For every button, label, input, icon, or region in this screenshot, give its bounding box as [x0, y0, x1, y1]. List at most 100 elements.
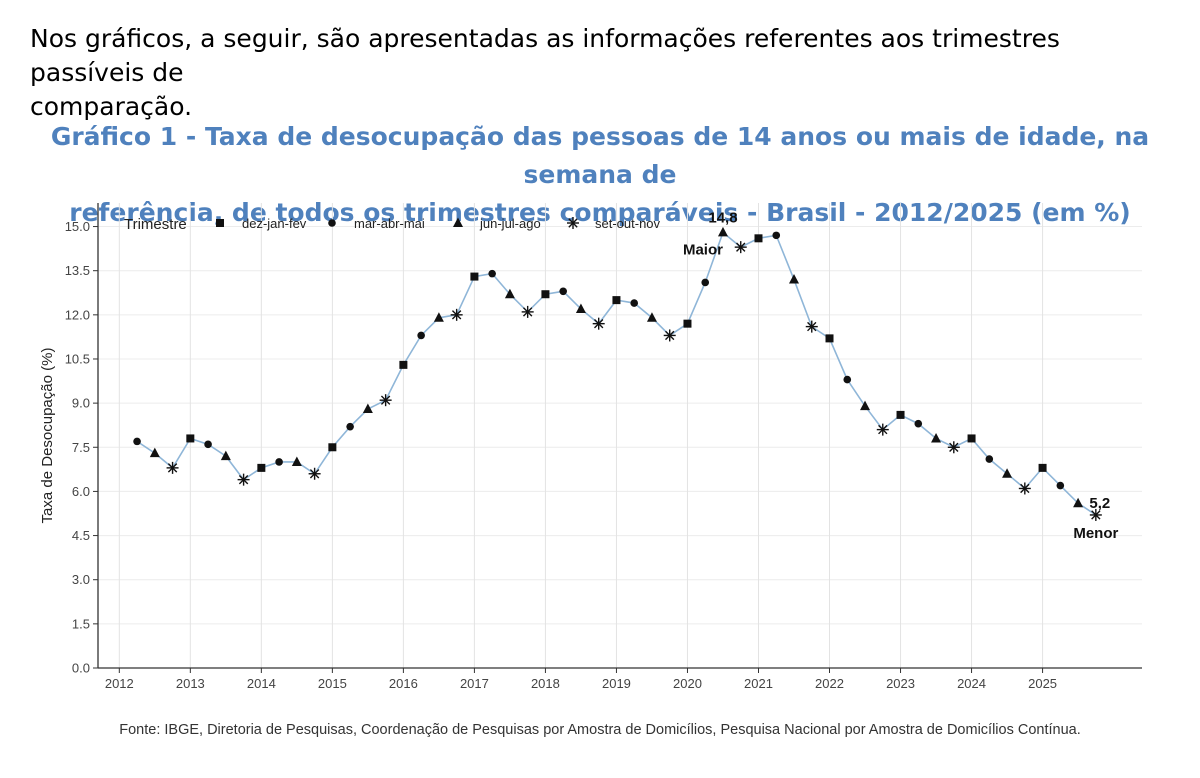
data-point	[1089, 508, 1102, 521]
data-point	[186, 434, 195, 443]
data-point	[521, 305, 534, 318]
data-point	[805, 320, 818, 333]
x-tick-label: 2019	[602, 676, 631, 690]
data-point	[504, 288, 515, 299]
x-tick-label: 2015	[318, 676, 347, 690]
data-point	[399, 360, 408, 369]
chart-title-line-2: referência, de todos os trimestres compa…	[69, 198, 1131, 227]
data-point	[346, 422, 354, 431]
legend-label: set-out-nov	[595, 216, 661, 231]
data-point	[559, 287, 567, 296]
y-tick-label: 4.5	[72, 528, 90, 543]
data-point	[914, 419, 923, 428]
y-axis-title: Taxa de Desocupação (%)	[39, 348, 56, 524]
intro-line-1: Nos gráficos, a seguir, são apresentadas…	[30, 24, 1060, 87]
source-note: Fonte: IBGE, Diretoria de Pesquisas, Coo…	[119, 722, 1081, 738]
data-point	[220, 450, 231, 461]
legend-label: jun-jul-ago	[479, 216, 541, 231]
data-point	[450, 308, 463, 321]
data-point	[1073, 497, 1084, 508]
data-point	[947, 441, 960, 454]
data-point	[896, 410, 905, 419]
data-point	[1018, 482, 1031, 495]
y-tick-label: 15.0	[65, 219, 90, 234]
data-point	[931, 432, 942, 443]
min-annotation-label: Menor	[1073, 525, 1118, 542]
unemployment-line-chart: 0.0 1.5 3.0 4.5 6.0 7.5 9.0 10.5 12.0 13.5 15.0 201…	[39, 203, 1142, 690]
data-point	[843, 375, 852, 384]
data-point	[541, 290, 550, 299]
y-tick-label: 0.0	[72, 661, 90, 676]
data-point	[257, 463, 266, 472]
data-point	[488, 269, 496, 278]
data-point	[291, 456, 302, 466]
data-point	[204, 440, 212, 449]
y-tick-label: 6.0	[72, 484, 90, 499]
intro-line-2: comparação.	[30, 92, 193, 121]
y-tick-label: 7.5	[72, 440, 90, 455]
y-tick-label: 9.0	[72, 396, 90, 411]
data-point	[876, 423, 889, 436]
data-point	[825, 334, 834, 343]
legend-label: dez-jan-fev	[242, 216, 307, 231]
data-point	[683, 319, 692, 328]
chart-title: Gráfico 1 - Taxa de desocupação das pess…	[20, 118, 1180, 232]
data-point	[1038, 463, 1047, 472]
data-point	[362, 403, 373, 414]
data-point	[646, 312, 657, 322]
x-tick-label: 2025	[1028, 676, 1057, 690]
data-point	[575, 303, 586, 313]
max-annotation-label: Maior	[683, 241, 723, 258]
data-point	[630, 299, 639, 307]
data-point	[1056, 481, 1065, 490]
x-tick-label: 2013	[176, 676, 205, 690]
data-point	[133, 437, 141, 446]
max-value-label: 14,8	[708, 209, 737, 226]
data-point	[275, 458, 283, 466]
y-tick-label: 12.0	[65, 307, 90, 322]
data-point	[433, 312, 444, 322]
x-tick-label: 2012	[105, 676, 134, 690]
x-tick-label: 2017	[460, 676, 489, 690]
data-point	[166, 461, 179, 474]
data-point	[308, 467, 321, 480]
x-tick-label: 2021	[744, 676, 773, 690]
y-tick-label: 13.5	[65, 263, 90, 278]
data-point	[237, 473, 250, 486]
legend-title: Trimestre	[124, 216, 187, 233]
data-point	[789, 274, 799, 284]
chart-title-line-1: Gráfico 1 - Taxa de desocupação das pess…	[50, 122, 1150, 189]
data-point	[985, 455, 994, 463]
data-point	[734, 241, 747, 254]
data-point	[1002, 468, 1013, 478]
legend-marker	[216, 219, 224, 227]
data-point	[417, 331, 425, 340]
y-tick-label: 10.5	[65, 351, 90, 366]
data-point	[967, 434, 976, 443]
data-point	[470, 272, 479, 281]
data-point	[663, 329, 676, 342]
intro-text: Nos gráficos, a seguir, são apresentadas…	[30, 22, 1180, 124]
data-point	[772, 231, 781, 240]
x-tick-label: 2014	[247, 676, 276, 690]
x-tick-label: 2018	[531, 676, 560, 690]
data-point	[328, 443, 337, 452]
legend-marker	[567, 217, 579, 229]
data-point	[860, 400, 871, 411]
y-tick-label: 1.5	[72, 616, 90, 631]
x-tick-label: 2020	[673, 676, 702, 690]
data-point	[379, 394, 392, 407]
data-point	[592, 317, 605, 330]
data-point	[717, 226, 728, 237]
min-value-label: 5,2	[1089, 495, 1110, 512]
legend-marker	[453, 217, 463, 227]
y-tick-label: 3.0	[72, 572, 90, 587]
x-tick-label: 2016	[389, 676, 418, 690]
data-point	[754, 234, 763, 243]
legend-marker	[328, 219, 336, 227]
data-point	[701, 278, 710, 287]
x-tick-label: 2024	[957, 676, 986, 690]
data-point	[149, 447, 160, 458]
x-tick-label: 2022	[815, 676, 844, 690]
data-point	[612, 296, 621, 305]
